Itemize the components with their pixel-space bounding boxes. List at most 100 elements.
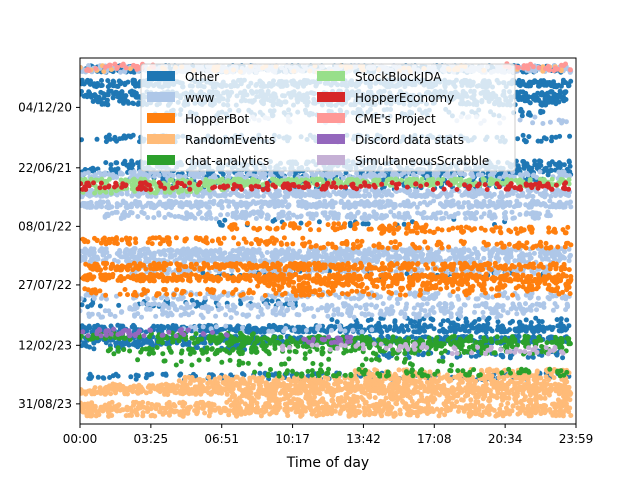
data-point [167, 325, 172, 331]
data-point [404, 323, 410, 329]
data-point [540, 324, 546, 330]
data-point [85, 79, 91, 85]
data-point [473, 353, 479, 359]
data-point [542, 96, 548, 101]
data-point [322, 198, 328, 204]
data-point [392, 324, 398, 330]
data-point [377, 200, 383, 206]
data-point [468, 171, 474, 177]
data-point [458, 326, 464, 332]
data-point [103, 160, 109, 166]
data-point [414, 193, 420, 199]
data-point [87, 204, 93, 210]
data-point [279, 171, 285, 177]
data-point [527, 112, 533, 118]
data-point [163, 205, 169, 211]
data-point [365, 221, 371, 227]
data-point [329, 317, 335, 323]
data-point [123, 135, 128, 141]
data-point [540, 121, 546, 126]
data-point [131, 89, 137, 95]
data-point [218, 222, 224, 228]
data-point [547, 89, 553, 95]
data-point [95, 374, 101, 380]
data-point [80, 77, 85, 83]
data-point [162, 172, 168, 178]
data-point [115, 84, 121, 89]
data-point [563, 97, 569, 102]
data-point [260, 173, 266, 179]
data-point [541, 328, 547, 334]
data-point [143, 375, 149, 381]
data-point [137, 202, 143, 207]
data-point [447, 191, 453, 197]
data-point [254, 193, 260, 199]
data-point [430, 317, 436, 323]
data-point [539, 92, 545, 98]
data-point [347, 220, 353, 226]
data-point [126, 342, 132, 348]
data-point [448, 326, 454, 332]
data-point [240, 202, 246, 208]
data-point [81, 93, 87, 99]
data-point [82, 171, 88, 177]
data-point [560, 355, 566, 361]
data-point [491, 191, 497, 197]
data-point [536, 98, 542, 103]
data-point [508, 353, 513, 359]
data-point [331, 189, 337, 195]
data-point [421, 192, 427, 198]
data-point [558, 201, 564, 207]
data-point [465, 200, 471, 205]
data-point [384, 328, 390, 333]
data-point [401, 221, 407, 227]
data-point [547, 119, 553, 125]
data-point [308, 326, 314, 332]
data-point [130, 162, 136, 167]
data-point [535, 328, 541, 334]
data-point [83, 342, 89, 348]
data-point [519, 113, 525, 119]
data-point [212, 191, 218, 197]
data-point [535, 138, 541, 144]
data-point [108, 88, 114, 94]
data-point [170, 173, 176, 179]
data-point [97, 98, 103, 104]
data-point [172, 323, 177, 329]
data-point [236, 171, 242, 177]
data-point [563, 119, 569, 125]
data-point [302, 191, 308, 197]
data-point [255, 327, 261, 333]
data-point [389, 192, 395, 198]
data-point [308, 191, 314, 197]
data-point [151, 173, 157, 179]
data-point [516, 77, 522, 83]
data-point [337, 171, 343, 177]
data-point [520, 80, 526, 86]
data-point [532, 158, 538, 164]
data-point [531, 92, 537, 98]
data-point [371, 172, 377, 177]
data-point [130, 100, 136, 106]
data-point [541, 78, 547, 84]
data-point [518, 108, 524, 114]
data-point [337, 191, 343, 197]
data-point [99, 82, 105, 88]
data-point [120, 92, 126, 98]
data-point [540, 191, 546, 197]
data-point [139, 171, 145, 177]
data-point [298, 220, 304, 226]
data-point [99, 204, 105, 210]
data-point [135, 373, 141, 379]
data-point [564, 326, 570, 332]
data-point [499, 190, 504, 196]
data-point [523, 90, 529, 96]
data-point [118, 323, 124, 329]
data-point [519, 327, 525, 333]
data-point [114, 160, 120, 166]
data-point [365, 318, 371, 323]
data-point [133, 83, 138, 89]
data-point [89, 374, 95, 380]
data-point [171, 193, 177, 199]
data-point [515, 136, 521, 142]
